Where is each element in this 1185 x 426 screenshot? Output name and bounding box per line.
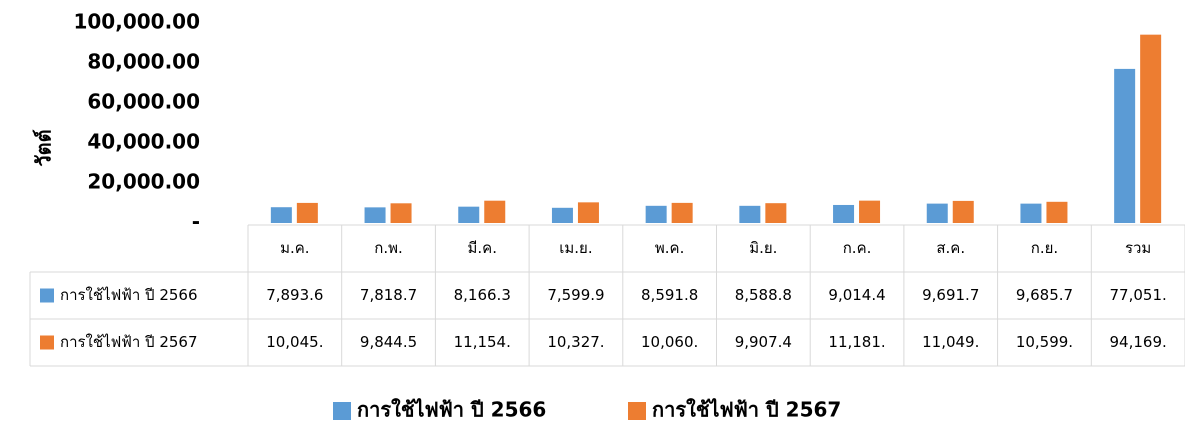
category-label: เม.ย. [559, 239, 592, 257]
bar [671, 202, 693, 223]
data-label: 9,844.5 [360, 333, 417, 351]
legend-swatch [40, 335, 54, 350]
category-label: ก.ค. [843, 239, 872, 257]
legend-label: การใช้ไฟฟ้า ปี 2566 [357, 398, 546, 422]
data-label: 7,818.7 [360, 286, 417, 304]
data-label: 7,599.9 [547, 286, 604, 304]
legend-swatch [333, 402, 351, 420]
category-label: ก.ย. [1031, 239, 1058, 257]
data-label: 9,907.4 [735, 333, 792, 351]
y-tick-label: 40,000.00 [87, 130, 200, 154]
bar [577, 202, 599, 223]
data-label: 10,045. [266, 333, 323, 351]
y-tick-label: - [192, 210, 200, 234]
category-label: มิ.ย. [749, 239, 777, 257]
category-label: ก.พ. [374, 239, 403, 257]
data-label: 8,591.8 [641, 286, 698, 304]
data-label: 10,599. [1016, 333, 1073, 351]
row-label: การใช้ไฟฟ้า ปี 2567 [60, 333, 198, 351]
data-label: 10,060. [641, 333, 698, 351]
y-tick-label: 60,000.00 [87, 90, 200, 114]
data-label: 11,154. [454, 333, 511, 351]
bar [952, 200, 974, 223]
data-label: 10,327. [547, 333, 604, 351]
bar [1020, 203, 1042, 223]
category-label: ม.ค. [280, 239, 309, 257]
bar [551, 207, 573, 223]
row-label: การใช้ไฟฟ้า ปี 2566 [60, 286, 198, 304]
bar [645, 205, 667, 223]
category-label: พ.ค. [655, 239, 684, 257]
y-axis-label: วัตต์ [32, 129, 56, 166]
bar [833, 204, 855, 223]
bar [458, 206, 480, 223]
category-label: มี.ค. [468, 239, 497, 257]
category-label: ส.ค. [936, 239, 965, 257]
data-label: 8,588.8 [735, 286, 792, 304]
bar [1140, 34, 1162, 223]
data-label: 8,166.3 [454, 286, 511, 304]
y-tick-label: 100,000.00 [73, 10, 200, 34]
bar [296, 202, 318, 223]
bar [765, 203, 787, 223]
y-tick-label: 80,000.00 [87, 50, 200, 74]
bar [270, 207, 292, 223]
bar [859, 200, 881, 223]
data-label: 11,181. [828, 333, 885, 351]
bar [364, 207, 386, 223]
y-tick-label: 20,000.00 [87, 170, 200, 194]
legend-swatch [628, 402, 646, 420]
data-label: 7,893.6 [266, 286, 323, 304]
data-label: 94,169. [1110, 333, 1167, 351]
bar [739, 205, 761, 223]
legend-swatch [40, 288, 54, 303]
category-label: รวม [1125, 239, 1151, 257]
bar [390, 203, 412, 223]
data-label: 77,051. [1110, 286, 1167, 304]
bar [926, 203, 948, 223]
legend-label: การใช้ไฟฟ้า ปี 2567 [652, 398, 841, 422]
data-label: 9,691.7 [922, 286, 979, 304]
data-label: 9,685.7 [1016, 286, 1073, 304]
data-label: 9,014.4 [828, 286, 885, 304]
bar [484, 200, 506, 223]
bar [1114, 68, 1136, 223]
bar [1046, 201, 1068, 223]
data-label: 11,049. [922, 333, 979, 351]
